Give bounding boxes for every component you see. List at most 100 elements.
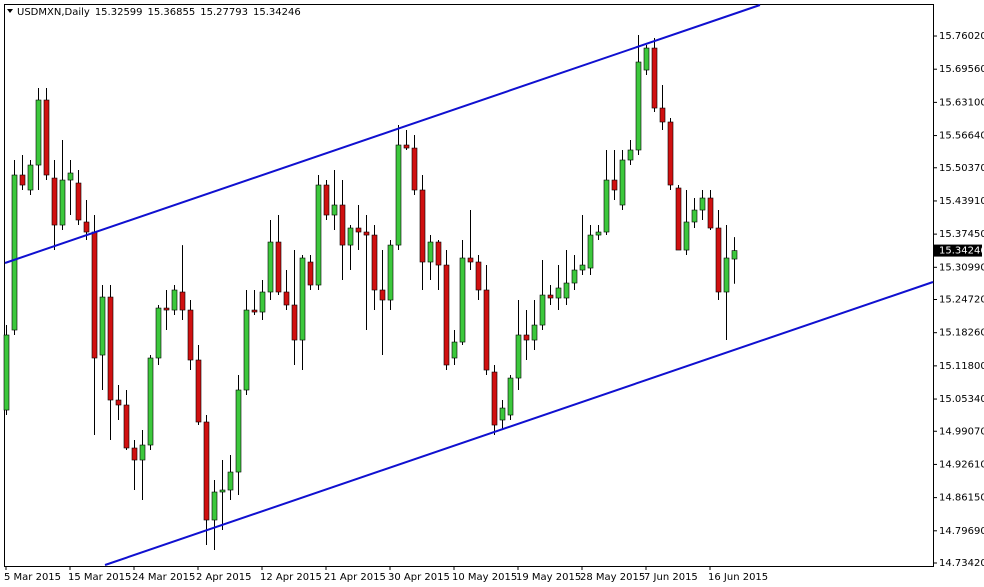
candle-up (555, 287, 562, 299)
x-tick-label: 21 Apr 2015 (324, 572, 386, 583)
y-tick-label: 15.11800 (939, 361, 984, 372)
candle-up (259, 291, 266, 313)
candle-up (635, 61, 642, 151)
candle-down (379, 289, 386, 301)
header-open: 15.32599 (95, 7, 143, 18)
candle-down (355, 227, 362, 233)
candle-down (83, 221, 90, 233)
candle-up (683, 221, 690, 251)
candle-up (499, 407, 506, 421)
y-tick-label: 15.18260 (939, 328, 984, 339)
x-tick-label: 15 Mar 2015 (68, 572, 131, 583)
header-high: 15.36855 (148, 7, 196, 18)
candle-up (243, 309, 250, 391)
candle-up (515, 334, 522, 379)
candle-down (523, 334, 530, 341)
y-tick-label: 14.86150 (939, 493, 984, 504)
header-close: 15.34246 (253, 7, 301, 18)
candle-down (91, 231, 98, 359)
candle-up (147, 357, 154, 446)
candle-up (627, 149, 634, 161)
candle-down (107, 296, 114, 401)
candle-up (387, 244, 394, 301)
chart-title: USDMXN,Daily (17, 7, 90, 18)
y-tick-label: 14.92610 (939, 459, 984, 470)
candle-down (195, 359, 202, 423)
candle-up (459, 257, 466, 343)
candle-up (299, 257, 306, 341)
candle-down (203, 421, 210, 521)
y-tick-label: 15.43910 (939, 196, 984, 207)
x-tick-label: 7 Jun 2015 (644, 572, 698, 583)
candle-down (123, 404, 130, 449)
candle-up (595, 231, 602, 236)
candle-up (171, 289, 178, 311)
candle-down (707, 197, 714, 229)
candle-down (339, 204, 346, 246)
candle-down (283, 291, 290, 306)
candle-up (347, 227, 354, 246)
candle-down (667, 121, 674, 186)
candle-down (659, 107, 666, 123)
x-tick-label: 30 Apr 2015 (388, 572, 450, 583)
candle-up (723, 257, 730, 293)
candle-down (419, 189, 426, 263)
candle-down (187, 309, 194, 361)
y-tick-label: 15.56640 (939, 131, 984, 142)
plot-frame (4, 4, 934, 567)
x-tick-label: 12 Apr 2015 (260, 572, 322, 583)
candle-down (411, 147, 418, 191)
y-tick-label: 15.69560 (939, 64, 984, 75)
y-tick-label: 15.63100 (939, 97, 984, 108)
candle-up (27, 164, 34, 191)
candle-down (611, 179, 618, 191)
candles (3, 34, 738, 551)
y-tick-label: 14.99070 (939, 426, 984, 437)
candle-up (267, 241, 274, 293)
candle-down (179, 291, 186, 311)
x-tick-label: 28 May 2015 (580, 572, 645, 583)
candle-up (699, 197, 706, 211)
candle-down (163, 307, 170, 311)
y-tick-label: 15.30990 (939, 262, 984, 273)
candle-down (491, 371, 498, 426)
x-tick-label: 10 May 2015 (452, 572, 517, 583)
candle-up (35, 99, 42, 166)
x-tick-label: 16 Jun 2015 (708, 572, 768, 583)
candle-up (67, 172, 74, 181)
y-tick-label: 15.50370 (939, 163, 984, 174)
candle-down (131, 447, 138, 461)
candle-down (467, 257, 474, 263)
candle-up (211, 491, 218, 521)
candle-up (11, 174, 18, 331)
last-price-label: 15.34246 (939, 246, 984, 257)
candle-down (291, 304, 298, 341)
candle-up (219, 489, 226, 493)
candle-up (427, 241, 434, 263)
candle-down (475, 261, 482, 291)
y-tick-label: 15.05340 (939, 394, 984, 405)
x-tick-label: 19 May 2015 (516, 572, 581, 583)
candle-down (75, 182, 82, 221)
candle-down (275, 241, 282, 293)
candle-up (227, 471, 234, 491)
candle-up (59, 179, 66, 226)
channel-upper (4, 4, 761, 264)
y-tick-label: 15.76020 (939, 31, 984, 42)
candle-up (507, 377, 514, 416)
x-tick-label: 5 Mar 2015 (4, 572, 61, 583)
candle-down (43, 99, 50, 176)
y-tick-label: 14.73420 (939, 558, 984, 569)
candle-down (307, 261, 314, 286)
y-tick-label: 14.79690 (939, 526, 984, 537)
candle-up (451, 341, 458, 359)
channel-lower (104, 281, 934, 566)
candle-up (139, 444, 146, 461)
candle-up (99, 296, 106, 356)
chart-header: USDMXN,Daily 15.32599 15.36855 15.27793 15.3… (17, 7, 301, 18)
y-tick-label: 15.37450 (939, 229, 984, 240)
x-tick-label: 2 Apr 2015 (196, 572, 251, 583)
candle-up (155, 307, 162, 359)
